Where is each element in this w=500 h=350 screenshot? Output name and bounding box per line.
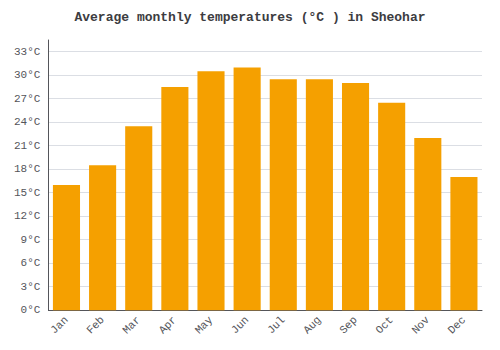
- svg-text:Mar: Mar: [121, 314, 143, 336]
- svg-text:9°C: 9°C: [21, 234, 41, 246]
- svg-text:Aug: Aug: [301, 314, 323, 336]
- svg-text:Sep: Sep: [337, 314, 359, 336]
- svg-text:Jan: Jan: [48, 314, 70, 336]
- svg-text:Dec: Dec: [446, 314, 468, 336]
- svg-text:3°C: 3°C: [21, 281, 41, 293]
- svg-text:Jul: Jul: [265, 314, 287, 336]
- svg-text:May: May: [193, 314, 216, 337]
- svg-text:15°C: 15°C: [14, 187, 41, 199]
- svg-text:24°C: 24°C: [14, 116, 41, 128]
- svg-text:0°C: 0°C: [21, 304, 41, 316]
- svg-text:18°C: 18°C: [14, 163, 41, 175]
- svg-text:Apr: Apr: [157, 314, 179, 336]
- svg-text:Nov: Nov: [410, 314, 433, 337]
- svg-text:21°C: 21°C: [14, 140, 41, 152]
- svg-text:33°C: 33°C: [14, 46, 41, 58]
- svg-text:Oct: Oct: [373, 314, 395, 336]
- svg-text:6°C: 6°C: [21, 257, 41, 269]
- svg-text:30°C: 30°C: [14, 69, 41, 81]
- svg-text:Jun: Jun: [229, 314, 251, 336]
- svg-text:12°C: 12°C: [14, 210, 41, 222]
- svg-text:27°C: 27°C: [14, 93, 41, 105]
- svg-text:Feb: Feb: [84, 314, 106, 336]
- svg-text:Average monthly temperatures (: Average monthly temperatures (°C ) in Sh…: [74, 10, 425, 25]
